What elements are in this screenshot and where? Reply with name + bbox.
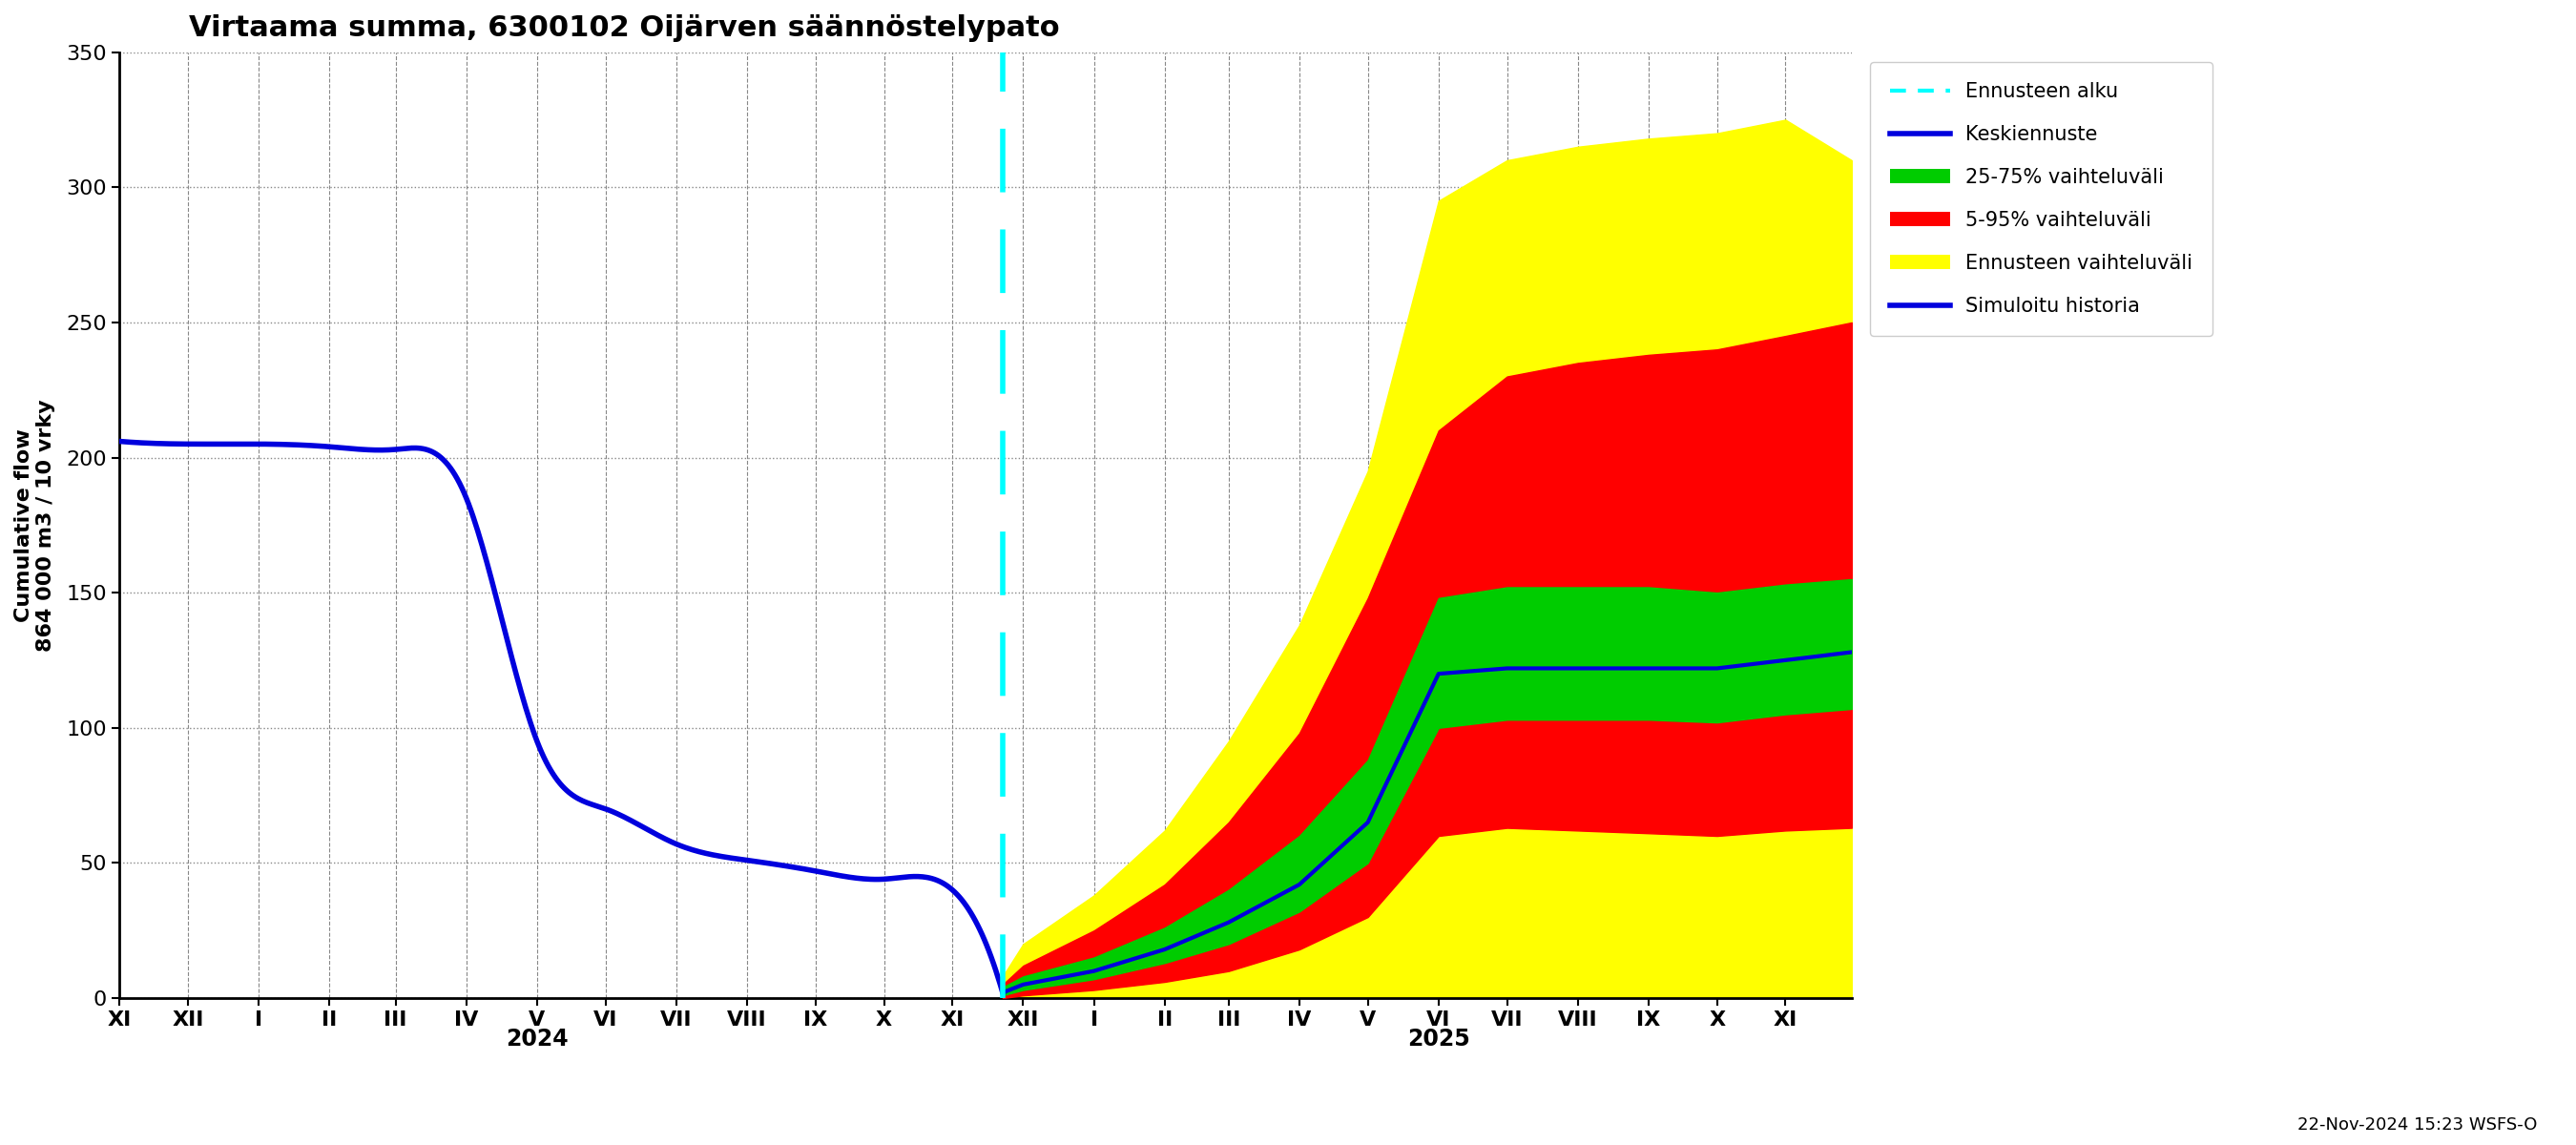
Legend: Ennusteen alku, Keskiennuste, 25-75% vaihteluväli, 5-95% vaihteluväli, Ennusteen: Ennusteen alku, Keskiennuste, 25-75% vai… — [1870, 62, 2213, 335]
Text: 2025: 2025 — [1406, 1028, 1471, 1051]
Text: Virtaama summa, 6300102 Oijärven säännöstelypato: Virtaama summa, 6300102 Oijärven säännös… — [188, 14, 1059, 42]
Text: 22-Nov-2024 15:23 WSFS-O: 22-Nov-2024 15:23 WSFS-O — [2298, 1116, 2537, 1134]
Text: 2024: 2024 — [505, 1028, 569, 1051]
Y-axis label: Cumulative flow
864 000 m3 / 10 vrky: Cumulative flow 864 000 m3 / 10 vrky — [15, 398, 57, 652]
